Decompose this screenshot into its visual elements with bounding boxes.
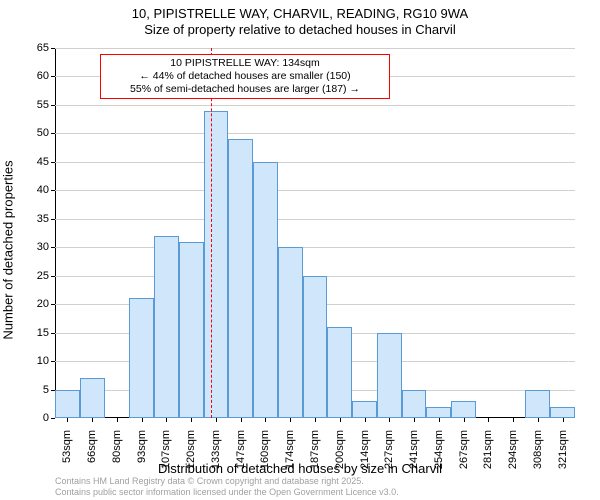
histogram-bar — [352, 401, 377, 418]
y-tick-mark — [51, 304, 55, 305]
y-tick-label: 15 — [37, 327, 49, 339]
x-tick-mark — [166, 418, 167, 422]
attribution-footer: Contains HM Land Registry data © Crown c… — [55, 476, 399, 498]
x-tick-mark — [117, 418, 118, 422]
subject-marker-line — [211, 48, 212, 418]
x-axis-label: Distribution of detached houses by size … — [0, 461, 600, 476]
histogram-bar — [204, 111, 229, 418]
title-line-1: 10, PIPISTRELLE WAY, CHARVIL, READING, R… — [0, 6, 600, 22]
x-tick-label: 53sqm — [61, 430, 73, 463]
y-tick-label: 55 — [37, 99, 49, 111]
y-tick-label: 65 — [37, 42, 49, 54]
y-tick-mark — [51, 247, 55, 248]
histogram-bar — [228, 139, 253, 418]
histogram-bar — [303, 276, 328, 418]
x-tick-mark — [92, 418, 93, 422]
y-tick-mark — [51, 190, 55, 191]
histogram-bar — [80, 378, 105, 418]
y-tick-mark — [51, 361, 55, 362]
gridline — [55, 105, 575, 106]
y-tick-label: 45 — [37, 156, 49, 168]
x-tick-mark — [216, 418, 217, 422]
histogram-bar — [179, 242, 204, 418]
x-tick-mark — [365, 418, 366, 422]
gridline — [55, 48, 575, 49]
x-tick-mark — [563, 418, 564, 422]
x-tick-mark — [389, 418, 390, 422]
y-tick-label: 30 — [37, 241, 49, 253]
title-line-2: Size of property relative to detached ho… — [0, 22, 600, 38]
gridline — [55, 133, 575, 134]
histogram-bar — [55, 390, 80, 418]
y-tick-mark — [51, 276, 55, 277]
y-tick-mark — [51, 105, 55, 106]
chart-container: 10, PIPISTRELLE WAY, CHARVIL, READING, R… — [0, 0, 600, 500]
histogram-bar — [550, 407, 575, 418]
y-tick-mark — [51, 48, 55, 49]
y-tick-label: 5 — [43, 384, 49, 396]
histogram-bar — [278, 247, 303, 418]
y-tick-label: 35 — [37, 213, 49, 225]
x-tick-mark — [340, 418, 341, 422]
x-tick-mark — [464, 418, 465, 422]
x-tick-mark — [191, 418, 192, 422]
x-tick-label: 80sqm — [111, 430, 123, 463]
x-tick-mark — [67, 418, 68, 422]
x-tick-mark — [513, 418, 514, 422]
y-tick-label: 20 — [37, 298, 49, 310]
histogram-bar — [451, 401, 476, 418]
y-tick-mark — [51, 418, 55, 419]
y-tick-mark — [51, 333, 55, 334]
histogram-bar — [426, 407, 451, 418]
y-tick-label: 40 — [37, 184, 49, 196]
histogram-bar — [327, 327, 352, 418]
x-tick-mark — [439, 418, 440, 422]
x-tick-mark — [414, 418, 415, 422]
histogram-bar — [525, 390, 550, 418]
y-axis-label: Number of detached properties — [1, 160, 16, 339]
histogram-bar — [129, 298, 154, 418]
y-tick-label: 0 — [43, 412, 49, 424]
gridline — [55, 247, 575, 248]
annotation-line: ← 44% of detached houses are smaller (15… — [107, 70, 383, 83]
histogram-bar — [154, 236, 179, 418]
gridline — [55, 162, 575, 163]
y-tick-mark — [51, 76, 55, 77]
footer-line-2: Contains public sector information licen… — [55, 487, 399, 498]
y-tick-mark — [51, 162, 55, 163]
histogram-bar — [402, 390, 427, 418]
histogram-bar — [253, 162, 278, 418]
plot-area: 0510152025303540455055606553sqm66sqm80sq… — [55, 48, 575, 418]
x-tick-mark — [265, 418, 266, 422]
x-tick-label: 93sqm — [136, 430, 148, 463]
y-tick-label: 50 — [37, 127, 49, 139]
gridline — [55, 219, 575, 220]
chart-title: 10, PIPISTRELLE WAY, CHARVIL, READING, R… — [0, 6, 600, 39]
y-axis-line — [55, 48, 56, 418]
y-tick-label: 25 — [37, 270, 49, 282]
annotation-line: 10 PIPISTRELLE WAY: 134sqm — [107, 57, 383, 70]
histogram-bar — [377, 333, 402, 418]
footer-line-1: Contains HM Land Registry data © Crown c… — [55, 476, 399, 487]
x-tick-mark — [290, 418, 291, 422]
y-tick-mark — [51, 133, 55, 134]
x-tick-mark — [241, 418, 242, 422]
annotation-line: 55% of semi-detached houses are larger (… — [107, 83, 383, 96]
gridline — [55, 190, 575, 191]
x-tick-mark — [315, 418, 316, 422]
x-tick-mark — [488, 418, 489, 422]
y-tick-mark — [51, 219, 55, 220]
y-tick-label: 60 — [37, 70, 49, 82]
x-tick-mark — [142, 418, 143, 422]
x-tick-label: 66sqm — [86, 430, 98, 463]
subject-annotation: 10 PIPISTRELLE WAY: 134sqm← 44% of detac… — [100, 54, 390, 99]
y-tick-label: 10 — [37, 355, 49, 367]
x-tick-mark — [538, 418, 539, 422]
